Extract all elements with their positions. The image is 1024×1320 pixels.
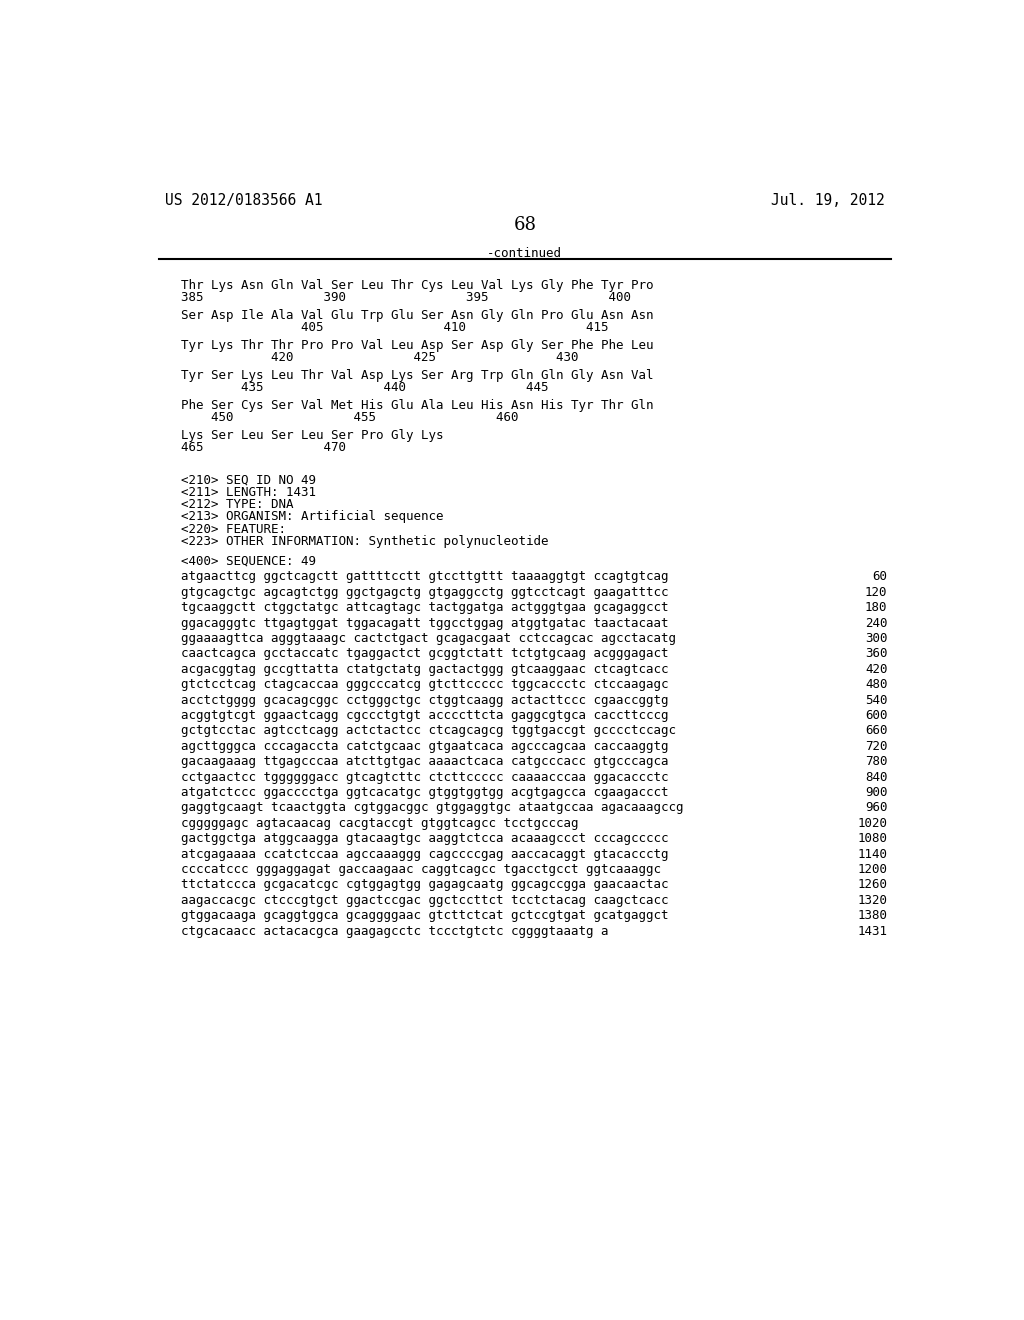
Text: 720: 720 xyxy=(865,739,888,752)
Text: 900: 900 xyxy=(865,785,888,799)
Text: 360: 360 xyxy=(865,647,888,660)
Text: 405                410                415: 405 410 415 xyxy=(180,321,608,334)
Text: 480: 480 xyxy=(865,678,888,692)
Text: 465                470: 465 470 xyxy=(180,441,346,454)
Text: 1080: 1080 xyxy=(857,832,888,845)
Text: 1320: 1320 xyxy=(857,894,888,907)
Text: gtggacaaga gcaggtggca gcaggggaac gtcttctcat gctccgtgat gcatgaggct: gtggacaaga gcaggtggca gcaggggaac gtcttct… xyxy=(180,909,669,923)
Text: <211> LENGTH: 1431: <211> LENGTH: 1431 xyxy=(180,486,315,499)
Text: US 2012/0183566 A1: US 2012/0183566 A1 xyxy=(165,193,323,209)
Text: Phe Ser Cys Ser Val Met His Glu Ala Leu His Asn His Tyr Thr Gln: Phe Ser Cys Ser Val Met His Glu Ala Leu … xyxy=(180,400,653,412)
Text: <213> ORGANISM: Artificial sequence: <213> ORGANISM: Artificial sequence xyxy=(180,511,443,523)
Text: 385                390                395                400: 385 390 395 400 xyxy=(180,290,631,304)
Text: 450                455                460: 450 455 460 xyxy=(180,411,518,424)
Text: acgacggtag gccgttatta ctatgctatg gactactggg gtcaaggaac ctcagtcacc: acgacggtag gccgttatta ctatgctatg gactact… xyxy=(180,663,669,676)
Text: gacaagaaag ttgagcccaa atcttgtgac aaaactcaca catgcccacc gtgcccagca: gacaagaaag ttgagcccaa atcttgtgac aaaactc… xyxy=(180,755,669,768)
Text: gaggtgcaagt tcaactggta cgtggacggc gtggaggtgc ataatgccaa agacaaagccg: gaggtgcaagt tcaactggta cgtggacggc gtggag… xyxy=(180,801,683,814)
Text: 1200: 1200 xyxy=(857,863,888,876)
Text: 180: 180 xyxy=(865,601,888,614)
Text: 120: 120 xyxy=(865,586,888,599)
Text: ttctatccca gcgacatcgc cgtggagtgg gagagcaatg ggcagccgga gaacaactac: ttctatccca gcgacatcgc cgtggagtgg gagagca… xyxy=(180,878,669,891)
Text: 1380: 1380 xyxy=(857,909,888,923)
Text: ctgcacaacc actacacgca gaagagcctc tccctgtctc cggggtaaatg a: ctgcacaacc actacacgca gaagagcctc tccctgt… xyxy=(180,924,608,937)
Text: <210> SEQ ID NO 49: <210> SEQ ID NO 49 xyxy=(180,474,315,486)
Text: 1260: 1260 xyxy=(857,878,888,891)
Text: 540: 540 xyxy=(865,693,888,706)
Text: atcgagaaaa ccatctccaa agccaaaggg cagccccgag aaccacaggt gtacaccctg: atcgagaaaa ccatctccaa agccaaaggg cagcccc… xyxy=(180,847,669,861)
Text: Jul. 19, 2012: Jul. 19, 2012 xyxy=(771,193,885,209)
Text: Lys Ser Leu Ser Leu Ser Pro Gly Lys: Lys Ser Leu Ser Leu Ser Pro Gly Lys xyxy=(180,429,443,442)
Text: <212> TYPE: DNA: <212> TYPE: DNA xyxy=(180,498,293,511)
Text: 960: 960 xyxy=(865,801,888,814)
Text: <223> OTHER INFORMATION: Synthetic polynucleotide: <223> OTHER INFORMATION: Synthetic polyn… xyxy=(180,535,548,548)
Text: 840: 840 xyxy=(865,771,888,784)
Text: 435                440                445: 435 440 445 xyxy=(180,381,548,393)
Text: gtgcagctgc agcagtctgg ggctgagctg gtgaggcctg ggtcctcagt gaagatttcc: gtgcagctgc agcagtctgg ggctgagctg gtgaggc… xyxy=(180,586,669,599)
Text: 1431: 1431 xyxy=(857,924,888,937)
Text: Thr Lys Asn Gln Val Ser Leu Thr Cys Leu Val Lys Gly Phe Tyr Pro: Thr Lys Asn Gln Val Ser Leu Thr Cys Leu … xyxy=(180,280,653,292)
Text: ggacagggtc ttgagtggat tggacagatt tggcctggag atggtgatac taactacaat: ggacagggtc ttgagtggat tggacagatt tggcctg… xyxy=(180,616,669,630)
Text: <220> FEATURE:: <220> FEATURE: xyxy=(180,523,286,536)
Text: 240: 240 xyxy=(865,616,888,630)
Text: atgaacttcg ggctcagctt gattttcctt gtccttgttt taaaaggtgt ccagtgtcag: atgaacttcg ggctcagctt gattttcctt gtccttg… xyxy=(180,570,669,583)
Text: cctgaactcc tggggggacc gtcagtcttc ctcttccccc caaaacccaa ggacaccctc: cctgaactcc tggggggacc gtcagtcttc ctcttcc… xyxy=(180,771,669,784)
Text: gctgtcctac agtcctcagg actctactcc ctcagcagcg tggtgaccgt gcccctccagc: gctgtcctac agtcctcagg actctactcc ctcagca… xyxy=(180,725,676,738)
Text: gtctcctcag ctagcaccaa gggcccatcg gtcttccccc tggcaccctc ctccaagagc: gtctcctcag ctagcaccaa gggcccatcg gtcttcc… xyxy=(180,678,669,692)
Text: 1140: 1140 xyxy=(857,847,888,861)
Text: 420: 420 xyxy=(865,663,888,676)
Text: 600: 600 xyxy=(865,709,888,722)
Text: atgatctccc ggacccctga ggtcacatgc gtggtggtgg acgtgagcca cgaagaccct: atgatctccc ggacccctga ggtcacatgc gtggtgg… xyxy=(180,785,669,799)
Text: acggtgtcgt ggaactcagg cgccctgtgt accccttcta gaggcgtgca caccttcccg: acggtgtcgt ggaactcagg cgccctgtgt acccctt… xyxy=(180,709,669,722)
Text: 780: 780 xyxy=(865,755,888,768)
Text: cgggggagc agtacaacag cacgtaccgt gtggtcagcc tcctgcccag: cgggggagc agtacaacag cacgtaccgt gtggtcag… xyxy=(180,817,579,830)
Text: agcttgggca cccagaccta catctgcaac gtgaatcaca agcccagcaa caccaaggtg: agcttgggca cccagaccta catctgcaac gtgaatc… xyxy=(180,739,669,752)
Text: caactcagca gcctaccatc tgaggactct gcggtctatt tctgtgcaag acgggagact: caactcagca gcctaccatc tgaggactct gcggtct… xyxy=(180,647,669,660)
Text: 60: 60 xyxy=(872,570,888,583)
Text: ccccatccc gggaggagat gaccaagaac caggtcagcc tgacctgcct ggtcaaaggc: ccccatccc gggaggagat gaccaagaac caggtcag… xyxy=(180,863,660,876)
Text: 660: 660 xyxy=(865,725,888,738)
Text: Tyr Ser Lys Leu Thr Val Asp Lys Ser Arg Trp Gln Gln Gly Asn Val: Tyr Ser Lys Leu Thr Val Asp Lys Ser Arg … xyxy=(180,370,653,383)
Text: 300: 300 xyxy=(865,632,888,645)
Text: 68: 68 xyxy=(513,216,537,234)
Text: -continued: -continued xyxy=(487,247,562,260)
Text: gactggctga atggcaagga gtacaagtgc aaggtctcca acaaagccct cccagccccc: gactggctga atggcaagga gtacaagtgc aaggtct… xyxy=(180,832,669,845)
Text: Tyr Lys Thr Thr Pro Pro Val Leu Asp Ser Asp Gly Ser Phe Phe Leu: Tyr Lys Thr Thr Pro Pro Val Leu Asp Ser … xyxy=(180,339,653,352)
Text: Ser Asp Ile Ala Val Glu Trp Glu Ser Asn Gly Gln Pro Glu Asn Asn: Ser Asp Ile Ala Val Glu Trp Glu Ser Asn … xyxy=(180,309,653,322)
Text: tgcaaggctt ctggctatgc attcagtagc tactggatga actgggtgaa gcagaggcct: tgcaaggctt ctggctatgc attcagtagc tactgga… xyxy=(180,601,669,614)
Text: 420                425                430: 420 425 430 xyxy=(180,351,579,364)
Text: acctctgggg gcacagcggc cctgggctgc ctggtcaagg actacttccc cgaaccggtg: acctctgggg gcacagcggc cctgggctgc ctggtca… xyxy=(180,693,669,706)
Text: <400> SEQUENCE: 49: <400> SEQUENCE: 49 xyxy=(180,554,315,568)
Text: 1020: 1020 xyxy=(857,817,888,830)
Text: aagaccacgc ctcccgtgct ggactccgac ggctccttct tcctctacag caagctcacc: aagaccacgc ctcccgtgct ggactccgac ggctcct… xyxy=(180,894,669,907)
Text: ggaaaagttca agggtaaagc cactctgact gcagacgaat cctccagcac agcctacatg: ggaaaagttca agggtaaagc cactctgact gcagac… xyxy=(180,632,676,645)
